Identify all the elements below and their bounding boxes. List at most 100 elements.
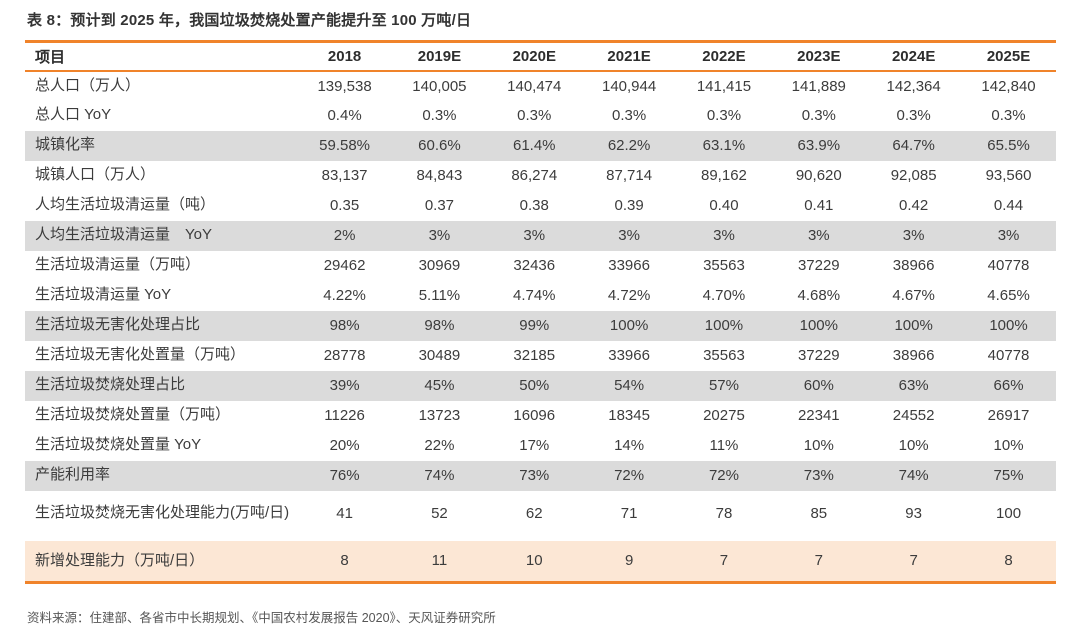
cell-value: 74% bbox=[392, 460, 487, 491]
cell-value: 73% bbox=[771, 460, 867, 491]
cell-value: 50% bbox=[486, 370, 582, 401]
table-row: 生活垃圾焚烧处置量（万吨） 11226 13723 16096 18345 20275 22… bbox=[25, 401, 1056, 431]
table-body: 总人口（万人） 139,538 140,005 140,474 140,944 141,4… bbox=[25, 71, 1056, 583]
table-row: 新增处理能力（万吨/日） 8 11 10 9 7 7 7 8 bbox=[25, 536, 1056, 583]
cell-value: 52 bbox=[431, 505, 448, 522]
column-header-year: 2024E bbox=[866, 41, 962, 72]
cell-value: 4.74% bbox=[512, 287, 556, 304]
cell-value: 57% bbox=[676, 370, 772, 401]
data-table: 项目 2018 2019E 2020E 2021E 2022E 2023E 2024E 2025… bbox=[25, 40, 1056, 584]
table-row: 人均生活垃圾清运量 YoY 2% 3% 3% 3% 3% 3% 3% 3% bbox=[25, 220, 1056, 251]
row-label: 生活垃圾无害化处理占比 bbox=[25, 310, 298, 341]
cell-value: 38966 bbox=[892, 347, 935, 364]
cell-value: 141,415 bbox=[696, 77, 752, 95]
cell-value: 20% bbox=[329, 437, 360, 454]
cell-value: 100% bbox=[771, 310, 867, 341]
cell-value: 10 bbox=[486, 536, 582, 583]
cell-value: 39% bbox=[297, 370, 392, 401]
cell-value: 63.9% bbox=[771, 130, 867, 161]
table-row: 生活垃圾清运量 YoY 4.22% 5.11% 4.74% 4.72% 4.70% 4.68… bbox=[25, 281, 1056, 311]
column-header-year: 2022E bbox=[676, 41, 772, 72]
cell-value: 14% bbox=[614, 437, 645, 454]
cell-value: 30489 bbox=[418, 347, 461, 364]
column-header-year: 2025E bbox=[961, 41, 1056, 72]
cell-value: 0.3% bbox=[422, 107, 457, 124]
table-row: 生活垃圾清运量（万吨） 29462 30969 32436 33966 35563 3722… bbox=[25, 251, 1056, 281]
column-header-year: 2018 bbox=[297, 41, 392, 72]
cell-value: 100 bbox=[996, 505, 1022, 522]
table-row: 生活垃圾焚烧处理占比 39% 45% 50% 54% 57% 60% 63% 66% bbox=[25, 370, 1056, 401]
cell-value: 26917 bbox=[987, 407, 1030, 424]
row-label: 总人口 YoY bbox=[35, 106, 112, 124]
table-row: 人均生活垃圾清运量（吨） 0.35 0.37 0.38 0.39 0.40 0.41 0.42… bbox=[25, 191, 1056, 221]
cell-value: 141,889 bbox=[791, 77, 846, 95]
cell-value: 45% bbox=[392, 370, 487, 401]
cell-value: 86,274 bbox=[511, 167, 558, 184]
cell-value: 7 bbox=[676, 536, 772, 583]
row-label: 生活垃圾焚烧处置量 YoY bbox=[35, 436, 202, 454]
column-header-item: 项目 bbox=[25, 41, 298, 72]
cell-value: 140,474 bbox=[507, 77, 562, 95]
cell-value: 89,162 bbox=[701, 167, 747, 184]
cell-value: 35563 bbox=[703, 347, 745, 364]
cell-value: 62 bbox=[525, 505, 543, 522]
cell-value: 30969 bbox=[418, 257, 461, 274]
row-label: 总人口（万人） bbox=[35, 76, 141, 94]
cell-value: 92,085 bbox=[890, 167, 937, 184]
cell-value: 63% bbox=[866, 370, 962, 401]
cell-value: 22% bbox=[424, 437, 455, 454]
cell-value: 54% bbox=[581, 370, 677, 401]
cell-value: 4.72% bbox=[607, 287, 651, 304]
cell-value: 10% bbox=[993, 437, 1024, 454]
cell-value: 8 bbox=[961, 536, 1056, 583]
cell-value: 93,560 bbox=[985, 167, 1032, 184]
row-label: 生活垃圾无害化处置量（万吨） bbox=[35, 346, 246, 364]
cell-value: 4.68% bbox=[797, 287, 841, 304]
cell-value: 0.35 bbox=[329, 197, 360, 214]
cell-value: 85 bbox=[810, 505, 828, 522]
cell-value: 4.70% bbox=[702, 287, 746, 304]
cell-value: 7 bbox=[866, 536, 962, 583]
cell-value: 7 bbox=[771, 536, 867, 583]
cell-value: 13723 bbox=[418, 407, 461, 424]
cell-value: 22341 bbox=[797, 407, 840, 424]
cell-value: 0.3% bbox=[706, 107, 742, 124]
cell-value: 0.3% bbox=[612, 107, 647, 124]
cell-value: 11226 bbox=[324, 407, 365, 424]
cell-value: 100% bbox=[866, 310, 962, 341]
cell-value: 3% bbox=[392, 220, 487, 251]
cell-value: 3% bbox=[771, 220, 867, 251]
cell-value: 4.67% bbox=[892, 287, 935, 304]
row-label: 产能利用率 bbox=[25, 460, 298, 491]
cell-value: 142,364 bbox=[886, 77, 941, 95]
cell-value: 16096 bbox=[513, 407, 556, 424]
cell-value: 63.1% bbox=[676, 130, 772, 161]
cell-value: 139,538 bbox=[317, 77, 372, 95]
cell-value: 0.4% bbox=[327, 107, 362, 124]
cell-value: 90,620 bbox=[795, 167, 842, 184]
source-note: 资料来源：住建部、各省市中长期规划、《中国农村发展报告 2020》、天风证券研究… bbox=[27, 611, 496, 625]
table-header: 项目 2018 2019E 2020E 2021E 2022E 2023E 2024E 2025… bbox=[25, 41, 1056, 72]
cell-value: 3% bbox=[676, 220, 772, 251]
cell-value: 11 bbox=[392, 536, 487, 583]
cell-value: 140,005 bbox=[412, 77, 467, 95]
table-row: 总人口 YoY 0.4% 0.3% 0.3% 0.3% 0.3% 0.3% 0.3% 0.3% bbox=[25, 101, 1056, 131]
cell-value: 72% bbox=[676, 460, 772, 491]
cell-value: 100% bbox=[581, 310, 677, 341]
row-label: 生活垃圾清运量 YoY bbox=[35, 286, 172, 304]
cell-value: 75% bbox=[961, 460, 1056, 491]
cell-value: 32185 bbox=[513, 347, 556, 364]
cell-value: 100% bbox=[676, 310, 772, 341]
cell-value: 5.11% bbox=[418, 287, 461, 304]
row-label: 新增处理能力（万吨/日） bbox=[25, 536, 298, 583]
cell-value: 66% bbox=[961, 370, 1056, 401]
cell-value: 98% bbox=[392, 310, 487, 341]
row-label: 生活垃圾焚烧处理占比 bbox=[25, 370, 298, 401]
cell-value: 38966 bbox=[892, 257, 935, 274]
cell-value: 65.5% bbox=[961, 130, 1056, 161]
cell-value: 37229 bbox=[797, 257, 840, 274]
cell-value: 37229 bbox=[797, 347, 840, 364]
header-row: 项目 2018 2019E 2020E 2021E 2022E 2023E 2024E 2025… bbox=[25, 41, 1056, 72]
row-label: 生活垃圾清运量（万吨） bbox=[35, 256, 201, 274]
